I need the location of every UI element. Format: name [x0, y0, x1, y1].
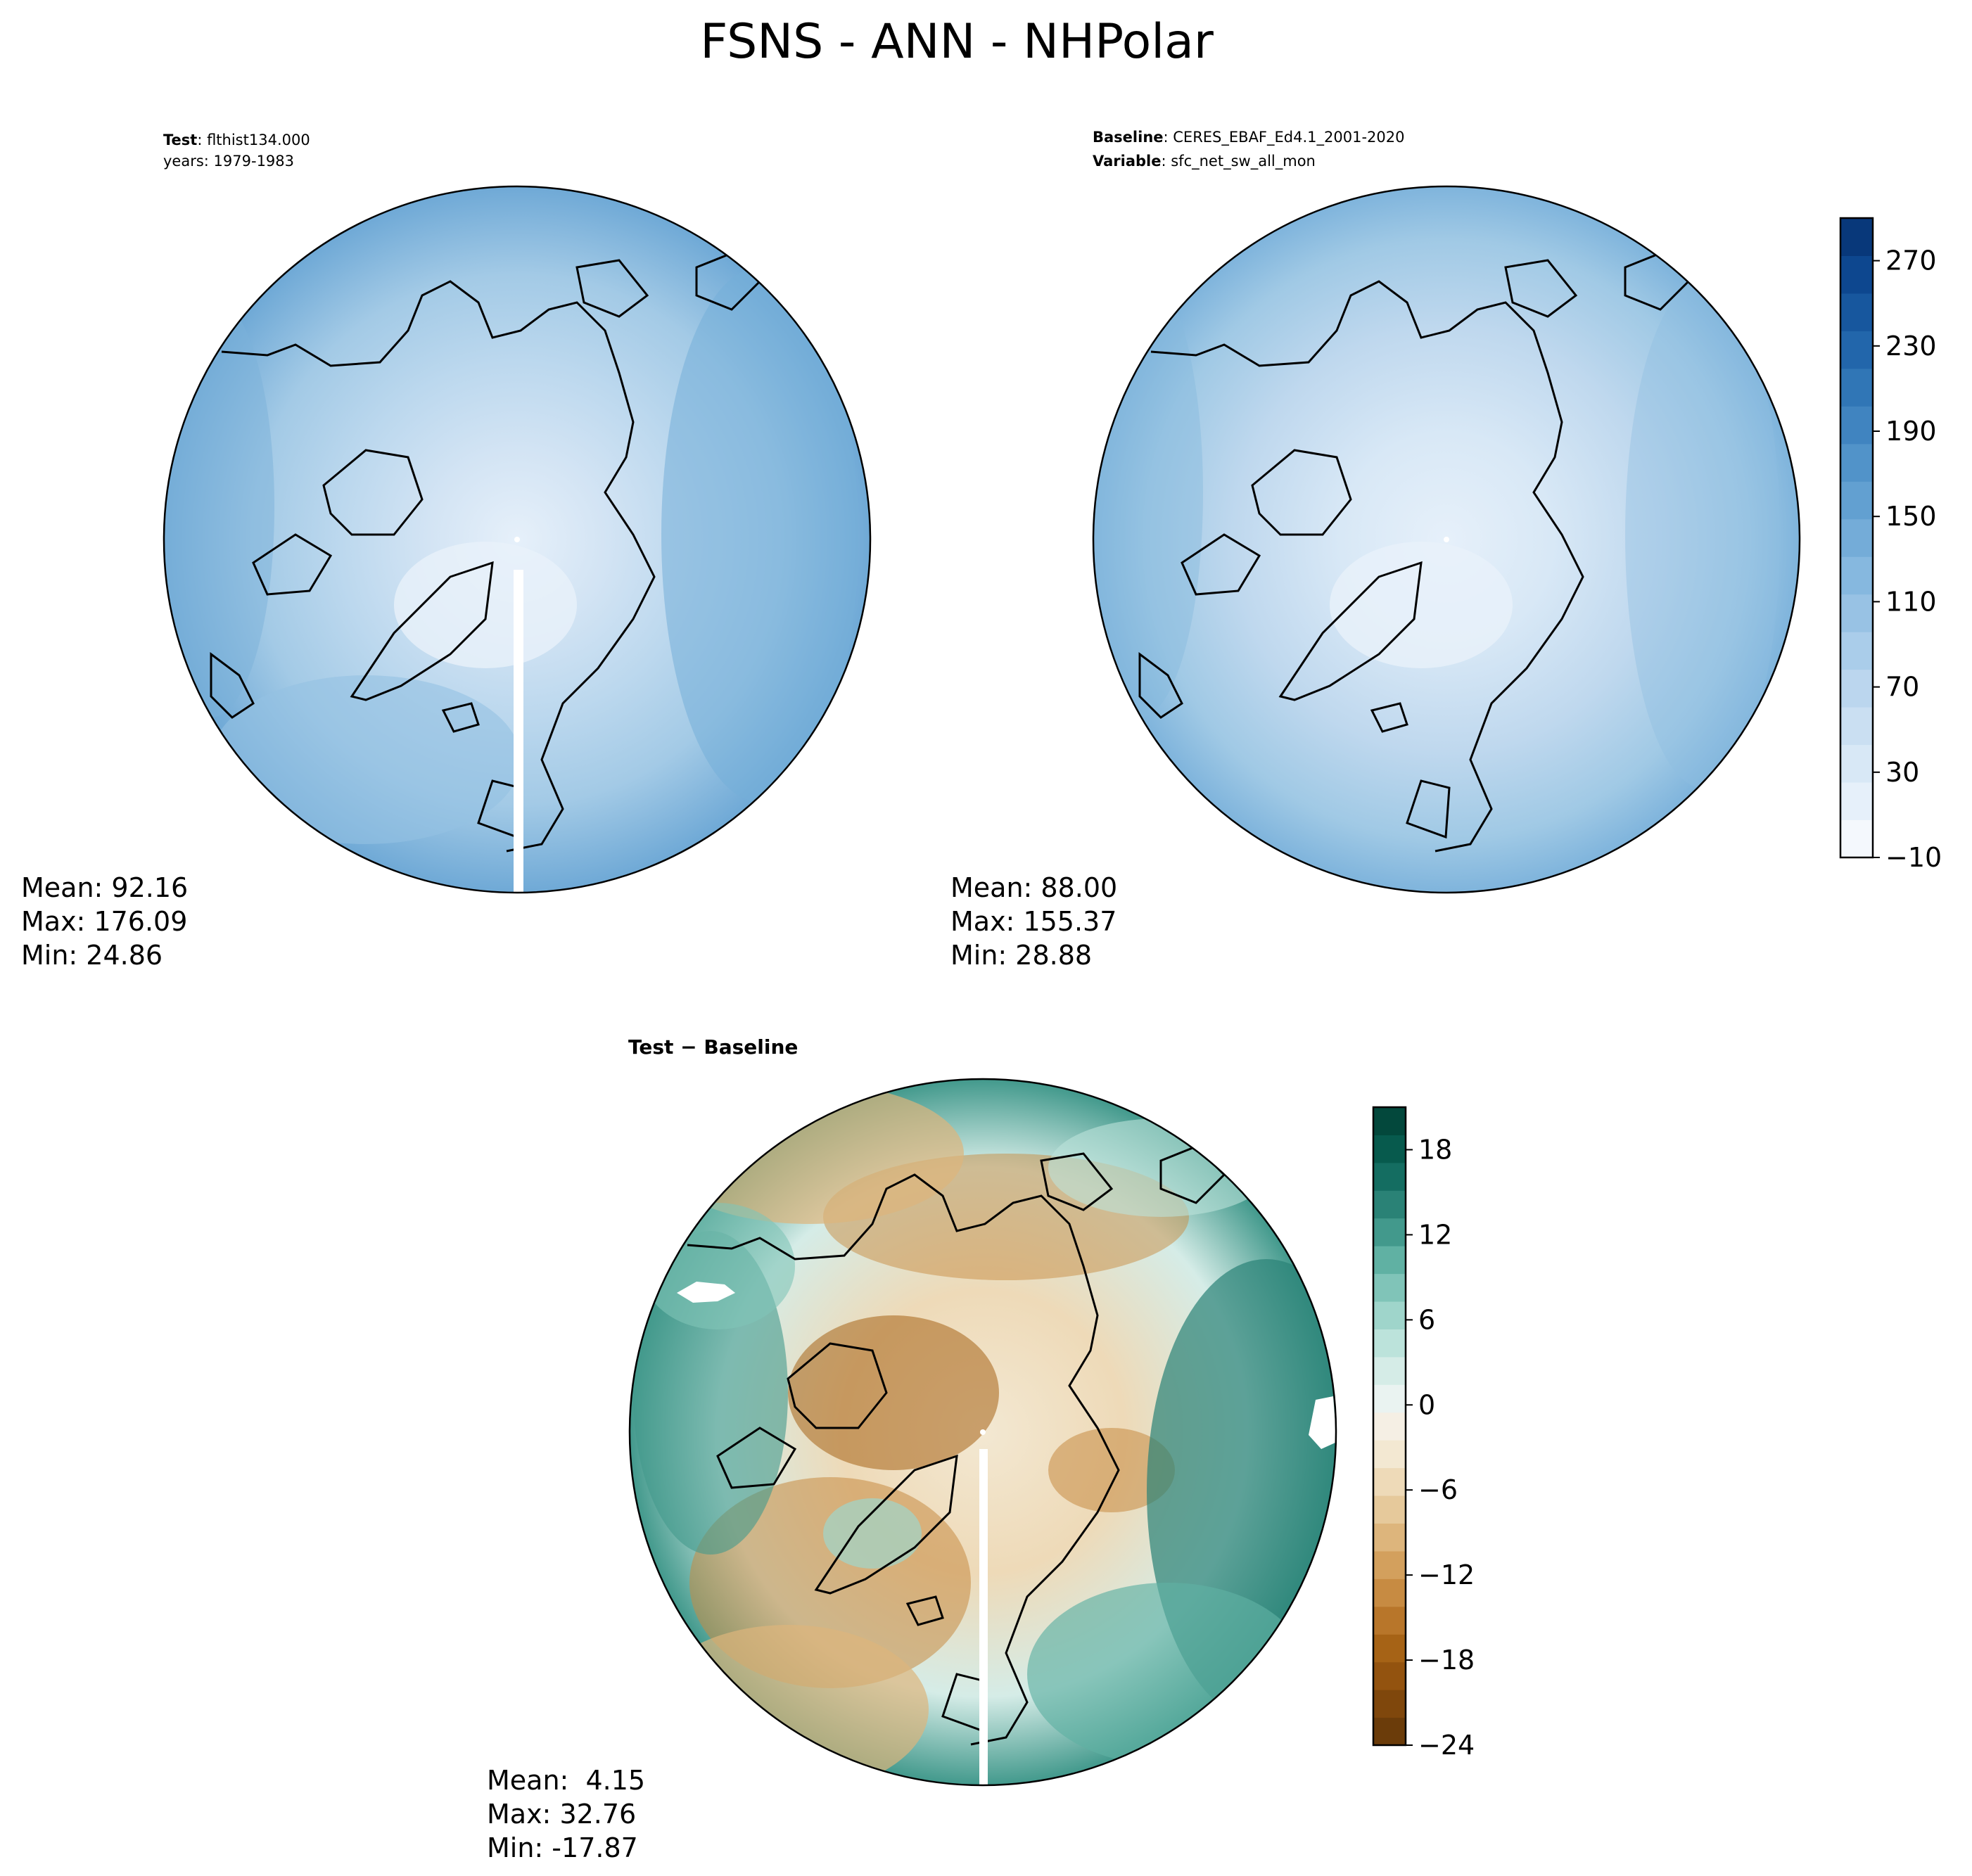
main-colorbar-outline	[1839, 217, 1874, 859]
diff-mean: Mean: 4.15	[487, 1765, 645, 1796]
diff-colorbar-segment	[1373, 1384, 1406, 1413]
main-colorbar-segment	[1840, 556, 1873, 595]
diff-colorbar-segment	[1373, 1606, 1406, 1635]
baseline-max: Max: 155.37	[950, 906, 1117, 937]
baseline-mean: Mean: 88.00	[950, 872, 1117, 903]
main-colorbar-tick-label: −10	[1885, 842, 1942, 873]
main-colorbar-tick-label: 30	[1885, 757, 1919, 788]
test-label: Test: flthist134.000	[163, 132, 310, 148]
diff-colorbar-tick-label: −6	[1418, 1474, 1458, 1505]
baseline-variable: Variable: sfc_net_sw_all_mon	[1093, 153, 1316, 170]
main-colorbar-segment	[1840, 632, 1873, 670]
diff-colorbar-tick-label: 0	[1418, 1389, 1435, 1420]
diff-colorbar-segment	[1373, 1218, 1406, 1246]
test-max: Max: 176.09	[21, 906, 187, 937]
main-colorbar: 270 230 190 150 110 70 30 −10	[1839, 217, 1942, 873]
diff-colorbar-tick-label: 18	[1418, 1134, 1452, 1165]
main-colorbar-segment	[1840, 481, 1873, 520]
diff-colorbar-segment	[1373, 1690, 1406, 1718]
main-colorbar-segment	[1840, 819, 1873, 858]
main-colorbar-segment	[1840, 744, 1873, 783]
diff-colorbar-segment	[1373, 1356, 1406, 1385]
main-colorbar-tick-label: 150	[1885, 501, 1937, 532]
main-colorbar-segment	[1840, 594, 1873, 632]
baseline-map	[1093, 186, 1800, 893]
diff-colorbar-segment	[1373, 1523, 1406, 1552]
diff-colorbar-segment	[1373, 1246, 1406, 1275]
diff-colorbar-segment	[1373, 1162, 1406, 1191]
figure-title: FSNS - ANN - NHPolar	[700, 14, 1214, 70]
test-stats: Mean: 92.16 Max: 176.09 Min: 24.86	[21, 872, 188, 971]
main-colorbar-segment	[1840, 293, 1873, 331]
diff-colorbar-segment	[1373, 1329, 1406, 1358]
diff-colorbar-outline	[1372, 1106, 1407, 1747]
main-colorbar-segment	[1840, 368, 1873, 407]
diff-map	[630, 1079, 1336, 1785]
diff-min: Min: -17.87	[487, 1832, 638, 1863]
main-colorbar-segment	[1840, 218, 1873, 256]
diff-panel: Test − Baseline	[487, 1035, 1337, 1863]
test-mean: Mean: 92.16	[21, 872, 188, 903]
diff-colorbar-segment	[1373, 1467, 1406, 1496]
diff-colorbar: 18 12 6 0 −6 −12 −18 −24	[1372, 1106, 1475, 1761]
main-colorbar-segment	[1840, 518, 1873, 557]
diff-colorbar-segment	[1373, 1578, 1406, 1607]
baseline-map-border	[1092, 185, 1801, 894]
diff-colorbar-segment	[1373, 1717, 1406, 1746]
baseline-stats: Mean: 88.00 Max: 155.37 Min: 28.88	[950, 872, 1117, 971]
test-panel: Test: flthist134.000 years: 1979-1983	[21, 132, 872, 971]
diff-colorbar-segment	[1373, 1301, 1406, 1329]
main-colorbar-tick-label: 110	[1885, 586, 1937, 617]
diff-colorbar-tick-label: −12	[1418, 1559, 1475, 1590]
diff-colorbar-tick-label: −18	[1418, 1645, 1475, 1676]
diff-max: Max: 32.76	[487, 1799, 636, 1830]
main-colorbar-segment	[1840, 443, 1873, 482]
baseline-panel: Baseline: CERES_EBAF_Ed4.1_2001-2020 Var…	[950, 129, 1801, 971]
diff-colorbar-tick-label: 12	[1418, 1219, 1452, 1250]
diff-label: Test − Baseline	[628, 1035, 798, 1059]
test-min: Min: 24.86	[21, 940, 163, 971]
main-colorbar-tick-label: 70	[1885, 672, 1919, 703]
main-colorbar-segment	[1840, 331, 1873, 369]
diff-colorbar-segment	[1373, 1135, 1406, 1163]
diff-colorbar-segment	[1373, 1190, 1406, 1219]
diff-colorbar-segment	[1373, 1495, 1406, 1524]
diff-colorbar-segment	[1373, 1634, 1406, 1663]
diff-colorbar-segment	[1373, 1661, 1406, 1690]
main-colorbar-tick-label: 190	[1885, 416, 1937, 447]
main-colorbar-segment	[1840, 669, 1873, 708]
main-colorbar-tick-label: 270	[1885, 245, 1937, 276]
test-years: years: 1979-1983	[163, 153, 294, 170]
main-colorbar-segment	[1840, 707, 1873, 746]
diff-colorbar-segment	[1373, 1273, 1406, 1302]
diff-colorbar-segment	[1373, 1440, 1406, 1469]
diff-colorbar-segment	[1373, 1107, 1406, 1135]
baseline-min: Min: 28.88	[950, 940, 1092, 971]
main-colorbar-segment	[1840, 406, 1873, 445]
diff-colorbar-tick-label: −24	[1418, 1730, 1475, 1761]
baseline-label: Baseline: CERES_EBAF_Ed4.1_2001-2020	[1093, 129, 1404, 146]
diff-colorbar-segment	[1373, 1550, 1406, 1579]
main-colorbar-segment	[1840, 255, 1873, 294]
diff-stats: Mean: 4.15 Max: 32.76 Min: -17.87	[487, 1765, 645, 1863]
main-colorbar-segment	[1840, 782, 1873, 821]
main-colorbar-tick-label: 230	[1885, 331, 1937, 362]
test-map-border	[163, 185, 872, 894]
diff-colorbar-tick-label: 6	[1418, 1304, 1435, 1335]
diff-map-border	[628, 1078, 1337, 1787]
diff-colorbar-segment	[1373, 1412, 1406, 1441]
